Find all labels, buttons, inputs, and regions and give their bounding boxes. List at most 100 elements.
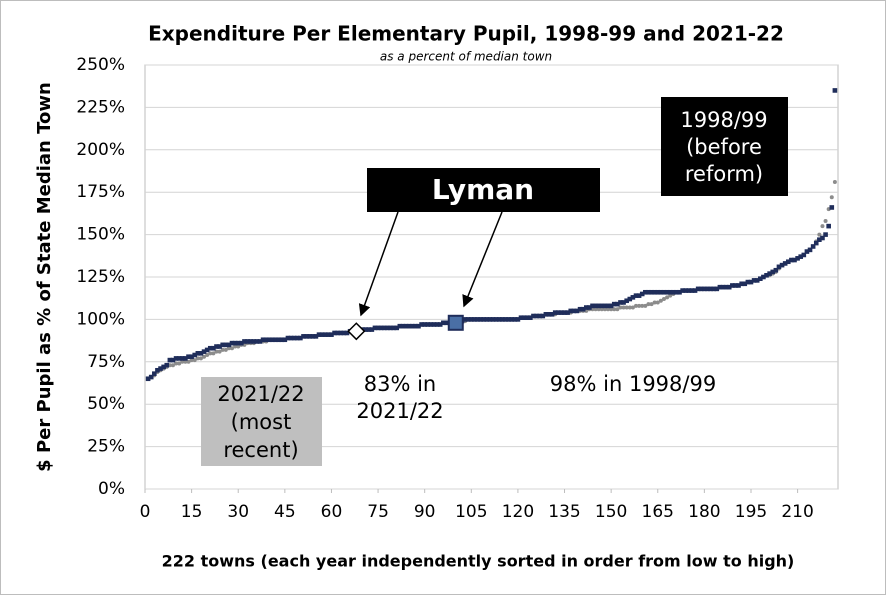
x-tick-label: 75 <box>367 502 389 522</box>
point <box>723 284 729 290</box>
point <box>820 235 825 241</box>
point <box>198 356 203 361</box>
point <box>239 340 244 346</box>
x-tick-label: 165 <box>642 502 674 522</box>
point <box>587 305 592 310</box>
point <box>599 307 604 312</box>
arrow <box>462 211 503 308</box>
annotation-text: 1998/99 <box>680 108 767 132</box>
point <box>627 296 633 302</box>
point <box>612 307 617 312</box>
point <box>173 356 179 361</box>
point <box>279 337 285 343</box>
y-axis-label: $ Per Pupil as % of State Median Town <box>34 82 55 472</box>
point <box>388 325 393 331</box>
point <box>493 317 499 322</box>
point <box>484 317 490 322</box>
point <box>667 289 673 295</box>
point <box>217 344 222 349</box>
point <box>409 323 415 329</box>
point <box>624 305 629 310</box>
point <box>322 332 328 337</box>
point <box>403 323 409 329</box>
point <box>785 259 791 265</box>
point <box>633 293 639 298</box>
point <box>201 349 207 354</box>
point <box>708 286 713 292</box>
point <box>823 232 828 237</box>
annotation-text: (most <box>231 410 292 434</box>
point <box>257 339 263 344</box>
point <box>391 325 396 331</box>
point <box>621 305 626 310</box>
point <box>174 361 179 366</box>
y-tick-label: 250% <box>76 55 125 75</box>
y-tick-label: 50% <box>87 394 125 414</box>
point <box>288 335 294 341</box>
x-tick-label: 210 <box>781 502 813 522</box>
point <box>593 307 598 312</box>
point <box>637 303 642 308</box>
point <box>670 289 676 295</box>
point <box>490 317 496 322</box>
point <box>229 340 235 346</box>
point <box>813 240 819 246</box>
x-tick-label: 180 <box>688 502 720 522</box>
point <box>658 289 664 295</box>
point <box>236 344 241 349</box>
point <box>664 289 670 295</box>
point <box>205 353 210 358</box>
point <box>602 303 608 309</box>
point <box>658 298 663 303</box>
arrow <box>358 211 399 317</box>
point <box>385 325 390 331</box>
point <box>711 286 716 292</box>
point <box>543 312 549 317</box>
chart-subtitle: as a percent of median town <box>380 50 552 64</box>
point <box>263 337 269 343</box>
point <box>223 342 229 348</box>
point <box>751 278 757 283</box>
point <box>217 349 222 354</box>
point <box>326 332 331 337</box>
point <box>506 317 511 322</box>
point <box>832 88 838 93</box>
point <box>534 313 539 319</box>
point <box>232 340 238 346</box>
point <box>782 261 788 266</box>
point <box>267 337 272 343</box>
point <box>580 306 586 312</box>
point <box>198 351 204 356</box>
annotation-text: recent) <box>223 438 298 462</box>
point <box>375 325 381 331</box>
point <box>381 325 387 331</box>
point <box>826 223 831 229</box>
point <box>378 325 384 331</box>
point <box>649 289 654 295</box>
point <box>183 356 188 361</box>
point <box>152 371 157 376</box>
point <box>537 313 542 319</box>
point <box>720 284 726 290</box>
point <box>167 357 173 363</box>
point <box>260 337 266 343</box>
point <box>204 347 210 353</box>
annotation-text: 83% in <box>364 372 437 396</box>
point <box>301 334 306 339</box>
point <box>481 317 487 322</box>
point <box>329 332 334 337</box>
point <box>192 358 197 363</box>
point <box>568 308 574 314</box>
point <box>341 330 347 336</box>
annotation-text: 2021/22 <box>217 382 304 406</box>
point <box>754 278 760 283</box>
point <box>677 289 682 295</box>
point <box>472 317 477 322</box>
point <box>745 279 751 285</box>
point <box>549 312 555 317</box>
point <box>242 339 247 344</box>
point <box>363 327 368 332</box>
point <box>226 346 231 351</box>
point <box>618 305 623 310</box>
